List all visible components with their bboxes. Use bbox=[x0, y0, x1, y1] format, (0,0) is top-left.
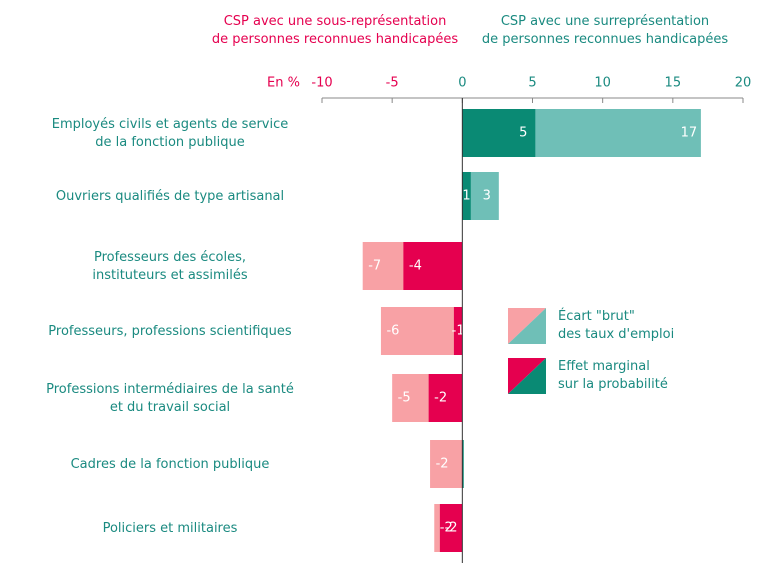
x-tick-label: 10 bbox=[594, 76, 611, 91]
data-label: -1 bbox=[452, 324, 465, 339]
category-label: Professions intermédiaires de la santé et… bbox=[46, 382, 294, 415]
category-label-line: de la fonction publique bbox=[95, 135, 245, 150]
legend-label-line: sur la probabilité bbox=[558, 377, 668, 392]
legend-label: Effet marginal sur la probabilité bbox=[558, 359, 668, 392]
x-tick-label: 5 bbox=[528, 76, 536, 91]
category-label-line: Professeurs des écoles, bbox=[94, 250, 246, 265]
bar bbox=[453, 307, 463, 355]
annotation-line: CSP avec une sous-représentation bbox=[224, 14, 447, 29]
bar bbox=[439, 504, 463, 552]
category-label: Employés civils et agents de service de l… bbox=[52, 117, 289, 150]
x-tick-label: -5 bbox=[386, 76, 399, 91]
category-label-line: Ouvriers qualifiés de type artisanal bbox=[56, 189, 284, 204]
data-label: -2 bbox=[440, 521, 453, 536]
category-label-line: instituteurs et assimilés bbox=[92, 268, 247, 283]
annotation: CSP avec une sous-représentation de perso… bbox=[212, 14, 459, 47]
category-label: Cadres de la fonction publique bbox=[71, 457, 270, 472]
bar bbox=[462, 109, 536, 157]
annotation-line: de personnes reconnues handicapées bbox=[482, 32, 729, 47]
x-axis-label: En % bbox=[267, 76, 300, 91]
category-label-line: Professions intermédiaires de la santé bbox=[46, 382, 294, 397]
data-label: 3 bbox=[483, 189, 491, 204]
data-label: 17 bbox=[681, 126, 698, 141]
category-label: Ouvriers qualifiés de type artisanal bbox=[56, 189, 284, 204]
data-label: 5 bbox=[519, 126, 527, 141]
annotation-line: de personnes reconnues handicapées bbox=[212, 32, 459, 47]
category-label-line: et du travail social bbox=[110, 400, 230, 415]
bar bbox=[380, 307, 463, 355]
x-tick-label: 15 bbox=[665, 76, 682, 91]
category-label: Policiers et militaires bbox=[103, 521, 238, 536]
data-label: -2 bbox=[436, 457, 449, 472]
data-label: -2 bbox=[445, 521, 458, 536]
category-label-line: Professeurs, professions scientifiques bbox=[48, 324, 292, 339]
category-label-line: Employés civils et agents de service bbox=[52, 117, 289, 132]
data-label: -5 bbox=[398, 391, 411, 406]
data-label: -4 bbox=[409, 259, 422, 274]
x-tick-label: -10 bbox=[311, 76, 332, 91]
annotation-line: CSP avec une surreprésentation bbox=[501, 14, 709, 29]
bar bbox=[403, 242, 463, 290]
data-label: -7 bbox=[368, 259, 381, 274]
data-label: 1 bbox=[462, 189, 470, 204]
legend-swatch bbox=[508, 358, 546, 394]
bar bbox=[428, 374, 463, 422]
bar bbox=[462, 440, 464, 488]
legend-swatch bbox=[508, 308, 546, 344]
legend-label-line: Écart "brut" bbox=[558, 308, 635, 324]
legend-label-line: des taux d'emploi bbox=[558, 327, 674, 342]
bar bbox=[462, 172, 471, 220]
bar bbox=[430, 440, 463, 488]
category-label-line: Policiers et militaires bbox=[103, 521, 238, 536]
annotation: CSP avec une surreprésentation de personn… bbox=[482, 14, 729, 47]
category-label: Professeurs des écoles, instituteurs et a… bbox=[92, 250, 247, 283]
x-tick-label: 20 bbox=[735, 76, 752, 91]
x-tick-label: 0 bbox=[458, 76, 466, 91]
category-label-line: Cadres de la fonction publique bbox=[71, 457, 270, 472]
data-label: -2 bbox=[434, 391, 447, 406]
legend-label: Écart "brut" des taux d'emploi bbox=[558, 308, 674, 342]
legend-label-line: Effet marginal bbox=[558, 359, 650, 374]
data-label: -6 bbox=[386, 324, 399, 339]
category-label: Professeurs, professions scientifiques bbox=[48, 324, 292, 339]
